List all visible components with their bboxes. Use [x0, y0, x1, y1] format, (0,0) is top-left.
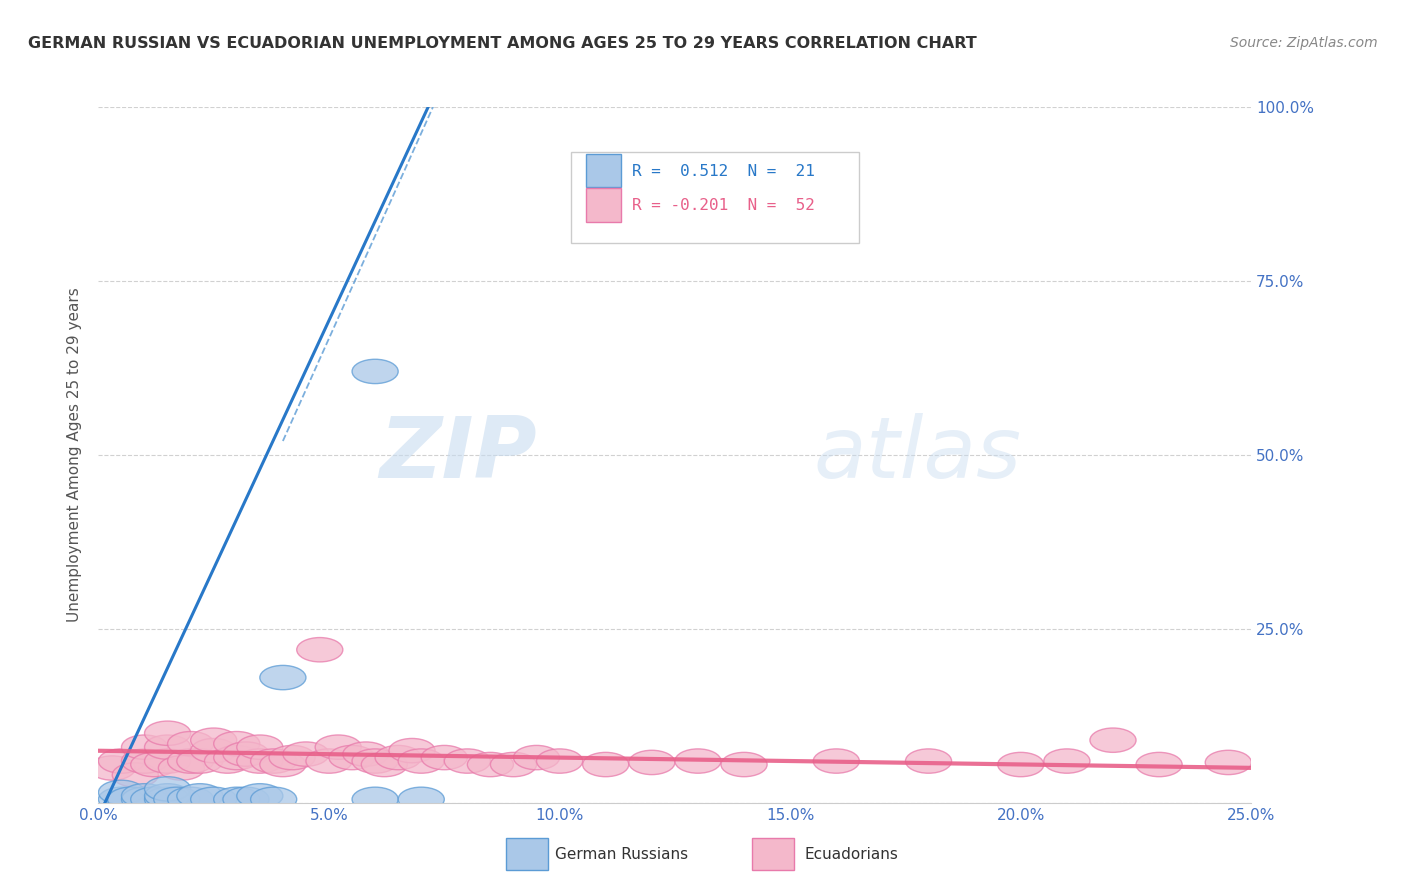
Ellipse shape: [352, 359, 398, 384]
Ellipse shape: [145, 735, 191, 759]
Ellipse shape: [98, 787, 145, 812]
Text: atlas: atlas: [813, 413, 1021, 497]
Ellipse shape: [121, 735, 167, 759]
Ellipse shape: [214, 787, 260, 812]
Ellipse shape: [329, 746, 375, 770]
Ellipse shape: [191, 787, 236, 812]
Ellipse shape: [352, 749, 398, 773]
Ellipse shape: [398, 749, 444, 773]
Text: ZIP: ZIP: [378, 413, 537, 497]
Ellipse shape: [191, 728, 236, 752]
Ellipse shape: [343, 742, 389, 766]
Ellipse shape: [467, 752, 513, 777]
Ellipse shape: [297, 638, 343, 662]
Ellipse shape: [204, 749, 250, 773]
Ellipse shape: [131, 787, 177, 812]
Ellipse shape: [813, 749, 859, 773]
Ellipse shape: [260, 752, 307, 777]
Ellipse shape: [998, 752, 1043, 777]
Ellipse shape: [177, 749, 224, 773]
Ellipse shape: [236, 749, 283, 773]
Ellipse shape: [145, 784, 191, 808]
Ellipse shape: [491, 752, 537, 777]
Ellipse shape: [121, 749, 167, 773]
Ellipse shape: [375, 746, 422, 770]
FancyBboxPatch shape: [586, 188, 620, 222]
Ellipse shape: [153, 787, 200, 812]
Ellipse shape: [145, 777, 191, 801]
Ellipse shape: [628, 750, 675, 774]
Ellipse shape: [675, 749, 721, 773]
Ellipse shape: [307, 749, 352, 773]
Ellipse shape: [269, 746, 315, 770]
Ellipse shape: [236, 784, 283, 808]
Ellipse shape: [167, 749, 214, 773]
Ellipse shape: [167, 787, 214, 812]
Ellipse shape: [513, 746, 560, 770]
Ellipse shape: [250, 787, 297, 812]
Ellipse shape: [224, 787, 269, 812]
Text: R =  0.512  N =  21: R = 0.512 N = 21: [633, 163, 815, 178]
Ellipse shape: [236, 735, 283, 759]
Ellipse shape: [145, 787, 191, 812]
Ellipse shape: [250, 749, 297, 773]
Ellipse shape: [361, 752, 408, 777]
Ellipse shape: [167, 731, 214, 756]
Text: R = -0.201  N =  52: R = -0.201 N = 52: [633, 198, 815, 213]
Ellipse shape: [121, 784, 167, 808]
Ellipse shape: [905, 749, 952, 773]
Ellipse shape: [1205, 750, 1251, 774]
Ellipse shape: [224, 742, 269, 766]
Ellipse shape: [352, 787, 398, 812]
Ellipse shape: [159, 756, 204, 780]
Ellipse shape: [191, 739, 236, 763]
Ellipse shape: [315, 735, 361, 759]
Ellipse shape: [721, 752, 768, 777]
Text: Ecuadorians: Ecuadorians: [804, 847, 898, 862]
Ellipse shape: [283, 742, 329, 766]
Ellipse shape: [112, 763, 159, 787]
Ellipse shape: [1090, 728, 1136, 752]
Ellipse shape: [214, 746, 260, 770]
Ellipse shape: [422, 746, 467, 770]
Text: Source: ZipAtlas.com: Source: ZipAtlas.com: [1230, 36, 1378, 50]
Ellipse shape: [131, 752, 177, 777]
Ellipse shape: [98, 780, 145, 805]
Text: German Russians: German Russians: [555, 847, 689, 862]
Ellipse shape: [121, 787, 167, 812]
Ellipse shape: [98, 749, 145, 773]
Ellipse shape: [398, 787, 444, 812]
Ellipse shape: [444, 749, 491, 773]
Text: GERMAN RUSSIAN VS ECUADORIAN UNEMPLOYMENT AMONG AGES 25 TO 29 YEARS CORRELATION : GERMAN RUSSIAN VS ECUADORIAN UNEMPLOYMEN…: [28, 36, 977, 51]
Ellipse shape: [582, 752, 628, 777]
Y-axis label: Unemployment Among Ages 25 to 29 years: Unemployment Among Ages 25 to 29 years: [67, 287, 83, 623]
Ellipse shape: [260, 665, 307, 690]
Ellipse shape: [537, 749, 582, 773]
Ellipse shape: [145, 749, 191, 773]
Ellipse shape: [177, 784, 224, 808]
Ellipse shape: [108, 787, 153, 812]
FancyBboxPatch shape: [586, 153, 620, 187]
Ellipse shape: [145, 721, 191, 746]
Ellipse shape: [1043, 749, 1090, 773]
Ellipse shape: [389, 739, 434, 763]
Ellipse shape: [1136, 752, 1182, 777]
Ellipse shape: [214, 731, 260, 756]
Ellipse shape: [89, 756, 135, 780]
FancyBboxPatch shape: [571, 153, 859, 243]
